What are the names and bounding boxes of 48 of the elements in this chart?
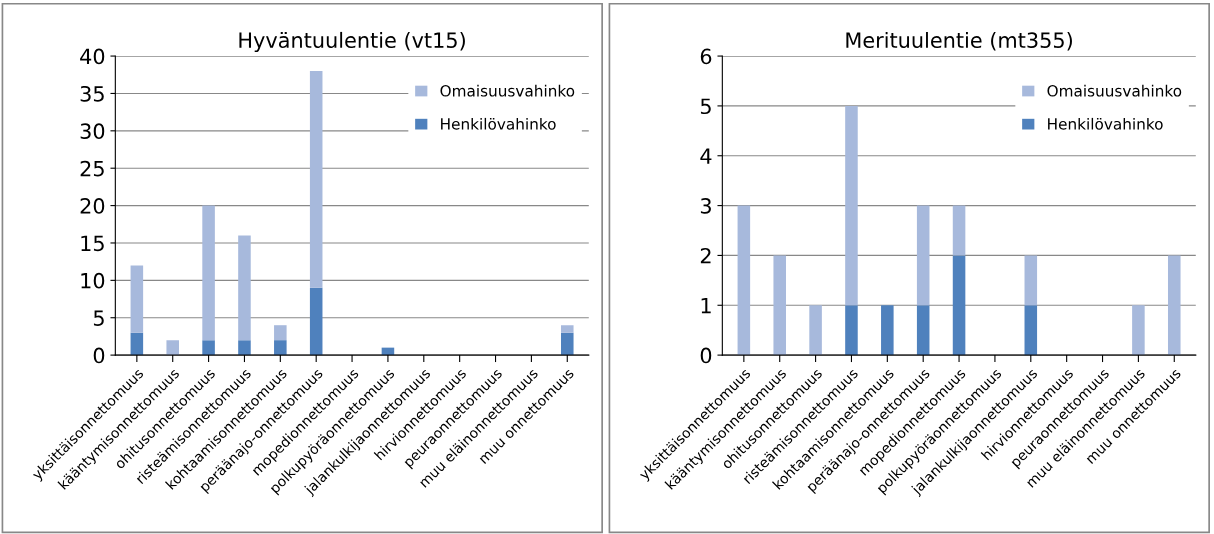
y-tick-label: 3 — [700, 198, 711, 214]
y-tick-label: 10 — [81, 272, 105, 289]
bar — [809, 305, 822, 356]
y-tick-label: 40 — [80, 48, 105, 65]
bar — [560, 325, 574, 333]
y-tick-label: 35 — [80, 85, 104, 102]
y-tick-label: 0 — [700, 347, 712, 364]
bar — [309, 71, 323, 288]
bar — [238, 340, 251, 356]
y-tick-label: 25 — [80, 160, 104, 177]
y-tick-label: 6 — [700, 48, 712, 65]
legend-label: Henkilövahinko — [1048, 117, 1163, 130]
y-tick-label: 0 — [93, 347, 105, 364]
bar — [1132, 305, 1145, 356]
bar — [238, 235, 251, 341]
bar — [916, 305, 930, 356]
legend-label: Omaisuusvahinko — [440, 84, 575, 97]
bar — [1024, 305, 1038, 356]
bar — [130, 265, 144, 333]
y-tick-label: 4 — [700, 148, 712, 164]
chart-title: Merituulentie (mt355) — [846, 31, 1072, 51]
bar — [845, 105, 858, 306]
y-tick-label: 5 — [700, 98, 711, 115]
bar — [881, 305, 894, 356]
y-tick-label: 5 — [93, 310, 104, 326]
bar — [202, 340, 215, 356]
bar — [845, 305, 858, 356]
bar — [274, 325, 287, 341]
bar — [309, 287, 323, 356]
y-tick-label: 15 — [81, 235, 104, 252]
bar — [560, 332, 574, 356]
bar — [274, 340, 287, 356]
bar — [1024, 255, 1038, 306]
chart-title: Hyväntuulentie (vt15) — [239, 31, 465, 53]
bar — [773, 255, 786, 356]
bar — [737, 205, 751, 356]
bar — [952, 255, 966, 356]
bar — [202, 205, 215, 341]
bar — [952, 205, 966, 256]
legend-label: Omaisuusvahinko — [1047, 84, 1182, 97]
bar — [916, 205, 930, 306]
bar — [166, 340, 179, 356]
y-tick-label: 20 — [80, 198, 105, 214]
y-tick-label: 2 — [700, 247, 711, 264]
bar — [1167, 255, 1181, 356]
legend-label: Henkilövahinko — [441, 117, 556, 130]
y-tick-label: 1 — [701, 298, 711, 314]
y-tick-label: 30 — [80, 123, 105, 140]
